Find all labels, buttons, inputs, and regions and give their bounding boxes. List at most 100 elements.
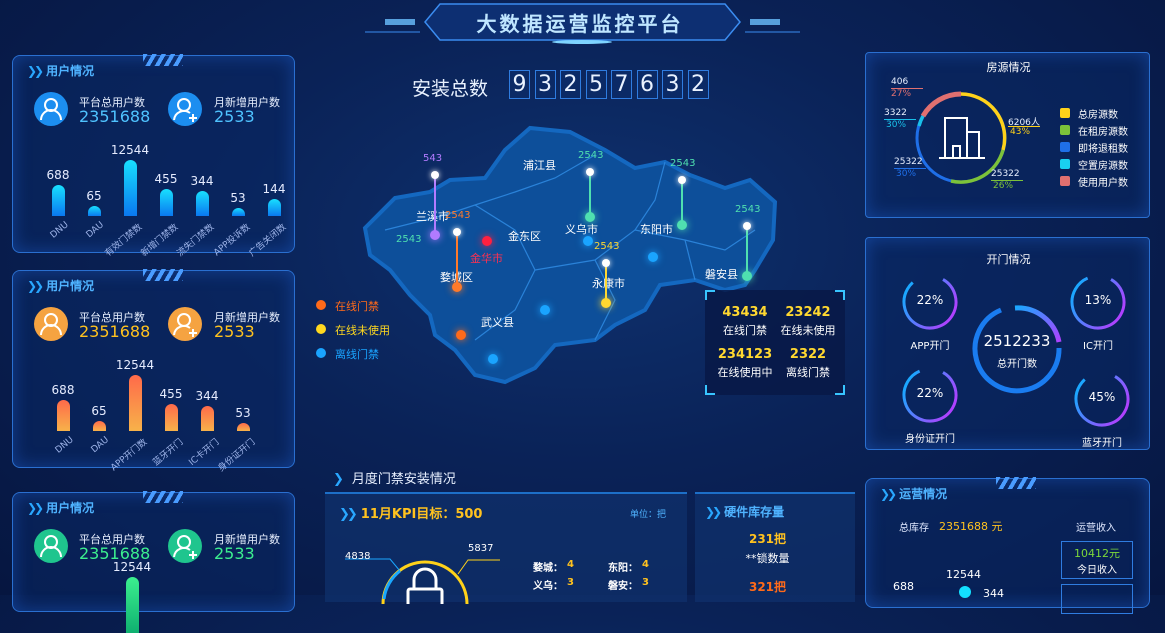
today-income-value: 10412元 [1074,547,1120,560]
install-digit: 9 [509,70,530,99]
map-marker[interactable] [648,252,658,262]
stock-label: 总库存 [899,523,929,534]
bar-value: 12544 [110,143,150,158]
kpi-title: ❯❯ 11月KPI目标：500 [339,507,483,522]
page-title: 大数据运营监控平台 [476,12,684,36]
chevron-icon: ❯❯ [27,501,44,515]
user-icon [34,92,68,126]
stat-value: 43434 [722,305,768,320]
legend-label[interactable]: 离线门禁 [335,348,379,361]
legend-swatch [1060,125,1070,135]
map-marker[interactable] [482,236,492,246]
building-icon [939,117,985,159]
map-marker[interactable] [677,220,687,230]
total-door-label: 总开门数 [997,359,1037,370]
city-value: 3 [642,577,649,588]
callout-line [891,88,923,89]
map-region-label[interactable]: 磐安县 [705,268,738,281]
bar [93,420,106,431]
map-region-label[interactable]: 永康市 [592,277,625,290]
callout-value: 25322 [894,157,923,167]
bar [129,375,142,431]
bar-category: 身份证开门 [216,437,258,474]
map-marker[interactable] [488,354,498,364]
pin-line [605,263,607,303]
install-digit: 7 [611,70,632,99]
user-add-icon [168,92,202,126]
chevron-icon: ❯❯ [27,64,44,78]
map-pin[interactable] [678,176,686,184]
install-digit: 3 [534,70,556,99]
bar-category: 流失门禁数 [175,222,217,259]
map-region-label[interactable]: 武义县 [481,316,514,329]
legend-label[interactable]: 在线未使用 [335,324,390,337]
install-total-label: 安装总数 [412,78,489,100]
user-add-icon [168,529,202,563]
callout-percent: 30% [886,120,907,130]
new-users-value: 2533 [214,544,255,563]
legend-dot [316,324,326,334]
install-digit: 2 [560,70,581,99]
pin-line [589,172,591,217]
map-pin[interactable] [602,259,610,267]
ring-percent: 22% [916,293,944,307]
user-panel: ❯❯ 用户情况 平台总用户数 2351688 月新增用户数 2533 688 DNU 65 DAU… [12,269,295,474]
callout-percent: 43% [1010,127,1031,137]
bar-value: 53 [230,190,246,205]
legend-swatch [1060,176,1070,186]
map-marker[interactable] [585,212,595,222]
install-digit: 3 [662,70,683,99]
user-panel: ❯❯ 用户情况 平台总用户数 2351688 月新增用户数 2533 12544 [12,491,295,633]
city-name: 婺城： [533,563,563,574]
legend-label[interactable]: 在线门禁 [335,300,379,313]
map-region-label[interactable]: 东阳市 [640,223,673,236]
bar [124,160,137,216]
housing-donut [915,91,1007,184]
map-region-label[interactable]: 兰溪市 [416,210,449,223]
kpi-left-value: 4838 [345,551,371,562]
map-marker[interactable] [456,330,466,340]
user-add-icon [168,307,202,341]
map-pin[interactable] [743,222,751,230]
total-users-value: 2351688 [79,322,151,341]
new-users-value: 2533 [214,107,255,126]
map-region-label[interactable]: 浦江县 [523,159,556,172]
legend-label: 即将退租数 [1078,144,1128,155]
bar-category: 广告关闭数 [247,222,289,259]
callout-percent: 27% [891,89,912,99]
map-pin[interactable] [453,228,461,236]
user-panel: ❯❯ 用户情况 平台总用户数 2351688 月新增用户数 2533 688 DNU 65 DAU… [12,54,295,259]
ops-value: 344 [983,587,1004,600]
stat-label: 在线使用中 [717,366,773,379]
map-marker[interactable] [540,305,550,315]
user-icon [34,529,68,563]
legend-label: 在租房源数 [1078,127,1128,138]
housing-title: 房源情况 [986,61,1031,74]
stat-label: 在线未使用 [780,324,836,337]
bar-category: 有效门禁数 [103,222,145,259]
map-pin[interactable] [431,171,439,179]
bar-category: DNU [48,220,71,241]
city-name: 东阳： [608,563,638,574]
map-marker[interactable] [452,282,462,292]
legend-dot [316,348,326,358]
pin-line [434,175,436,235]
map-region-label[interactable]: 金华市 [470,252,503,265]
map-pin[interactable] [586,168,594,176]
map-marker[interactable] [742,271,752,281]
map-marker[interactable] [601,298,611,308]
legend-label: 使用用户数 [1078,178,1128,189]
map-region-label[interactable]: 金东区 [508,230,541,243]
map-marker[interactable] [430,230,440,240]
bar-value: 455 [159,386,183,401]
bar [165,403,178,431]
ring-chart [902,274,958,330]
map-region-label[interactable]: 义乌市 [565,223,598,236]
total-door-value: 2512233 [983,332,1051,350]
stat-value: 23242 [785,305,831,320]
total-users-value: 2351688 [79,544,151,563]
lock-icon [406,567,444,604]
hardware-value-2: 321把 [748,580,787,594]
map-marker[interactable] [583,236,593,246]
bar [126,577,139,633]
